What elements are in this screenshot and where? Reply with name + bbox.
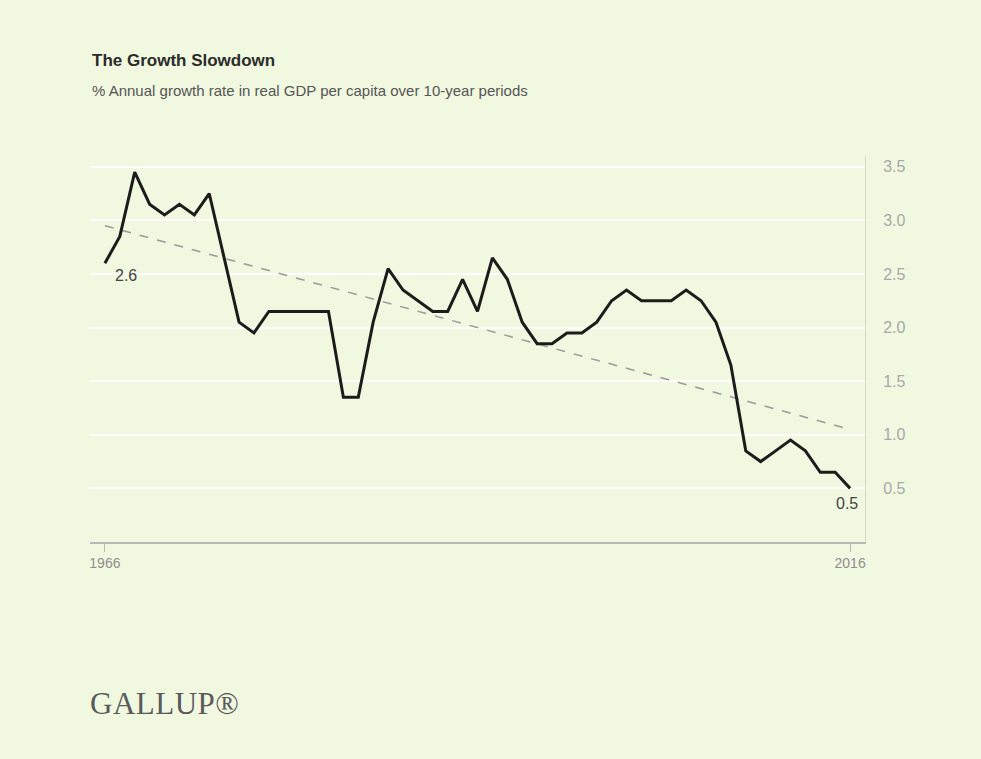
svg-text:0.5: 0.5 <box>836 495 858 512</box>
svg-text:2.0: 2.0 <box>883 319 905 336</box>
svg-text:2.5: 2.5 <box>883 266 905 283</box>
html-text:% Annual growth rate in real G: % Annual growth rate in real GDP per cap… <box>92 82 528 99</box>
svg-text:2.6: 2.6 <box>115 267 137 284</box>
svg-text:2016: 2016 <box>835 555 866 571</box>
html-text:GALLUP®: GALLUP® <box>90 686 240 721</box>
svg-text:3.5: 3.5 <box>883 158 905 175</box>
svg-text:1.5: 1.5 <box>883 373 905 390</box>
svg-text:1966: 1966 <box>89 555 120 571</box>
html-text:The Growth Slowdown: The Growth Slowdown <box>92 51 276 70</box>
svg-text:3.0: 3.0 <box>883 212 905 229</box>
svg-text:0.5: 0.5 <box>883 480 905 497</box>
svg-text:1.0: 1.0 <box>883 426 905 443</box>
